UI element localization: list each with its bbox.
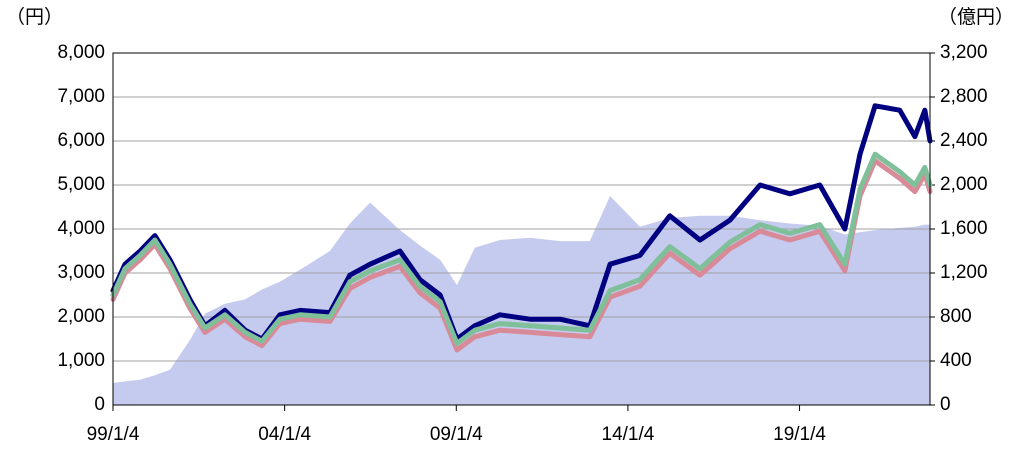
x-tick-label: 04/1/4 — [258, 424, 311, 445]
y2-tick-label: 2,400 — [940, 130, 988, 151]
plot-border — [112, 52, 931, 406]
y2-tick-label: 400 — [940, 350, 972, 371]
y-tick-label: 0 — [94, 394, 105, 415]
x-tick-label: 19/1/4 — [773, 424, 826, 445]
y-tick-label: 7,000 — [57, 86, 105, 107]
line — [110, 151, 933, 346]
y2-tick-label: 0 — [940, 394, 951, 415]
y2-tick-label: 1,200 — [940, 262, 988, 283]
y2-tick-label: 1,600 — [940, 218, 988, 239]
y2-tick-label: 800 — [940, 306, 972, 327]
x-tick-label: 14/1/4 — [602, 424, 655, 445]
y2-tick-label: 2,000 — [940, 174, 988, 195]
y-tick-label: 5,000 — [57, 174, 105, 195]
y2-axis-label: （億円） — [938, 6, 1014, 28]
x-tick-label: 09/1/4 — [430, 424, 483, 445]
line — [110, 158, 933, 353]
y-tick-label: 3,000 — [57, 262, 105, 283]
y2-tick-label: 2,800 — [940, 86, 988, 107]
x-tick-label: 99/1/4 — [87, 424, 140, 445]
y-tick-label: 4,000 — [57, 218, 105, 239]
y-tick-label: 6,000 — [57, 130, 105, 151]
y-tick-label: 8,000 — [57, 42, 105, 63]
y-axis-label: （円） — [6, 6, 63, 28]
y-tick-label: 1,000 — [57, 350, 105, 371]
y-tick-label: 2,000 — [57, 306, 105, 327]
y2-tick-label: 3,200 — [940, 42, 988, 63]
